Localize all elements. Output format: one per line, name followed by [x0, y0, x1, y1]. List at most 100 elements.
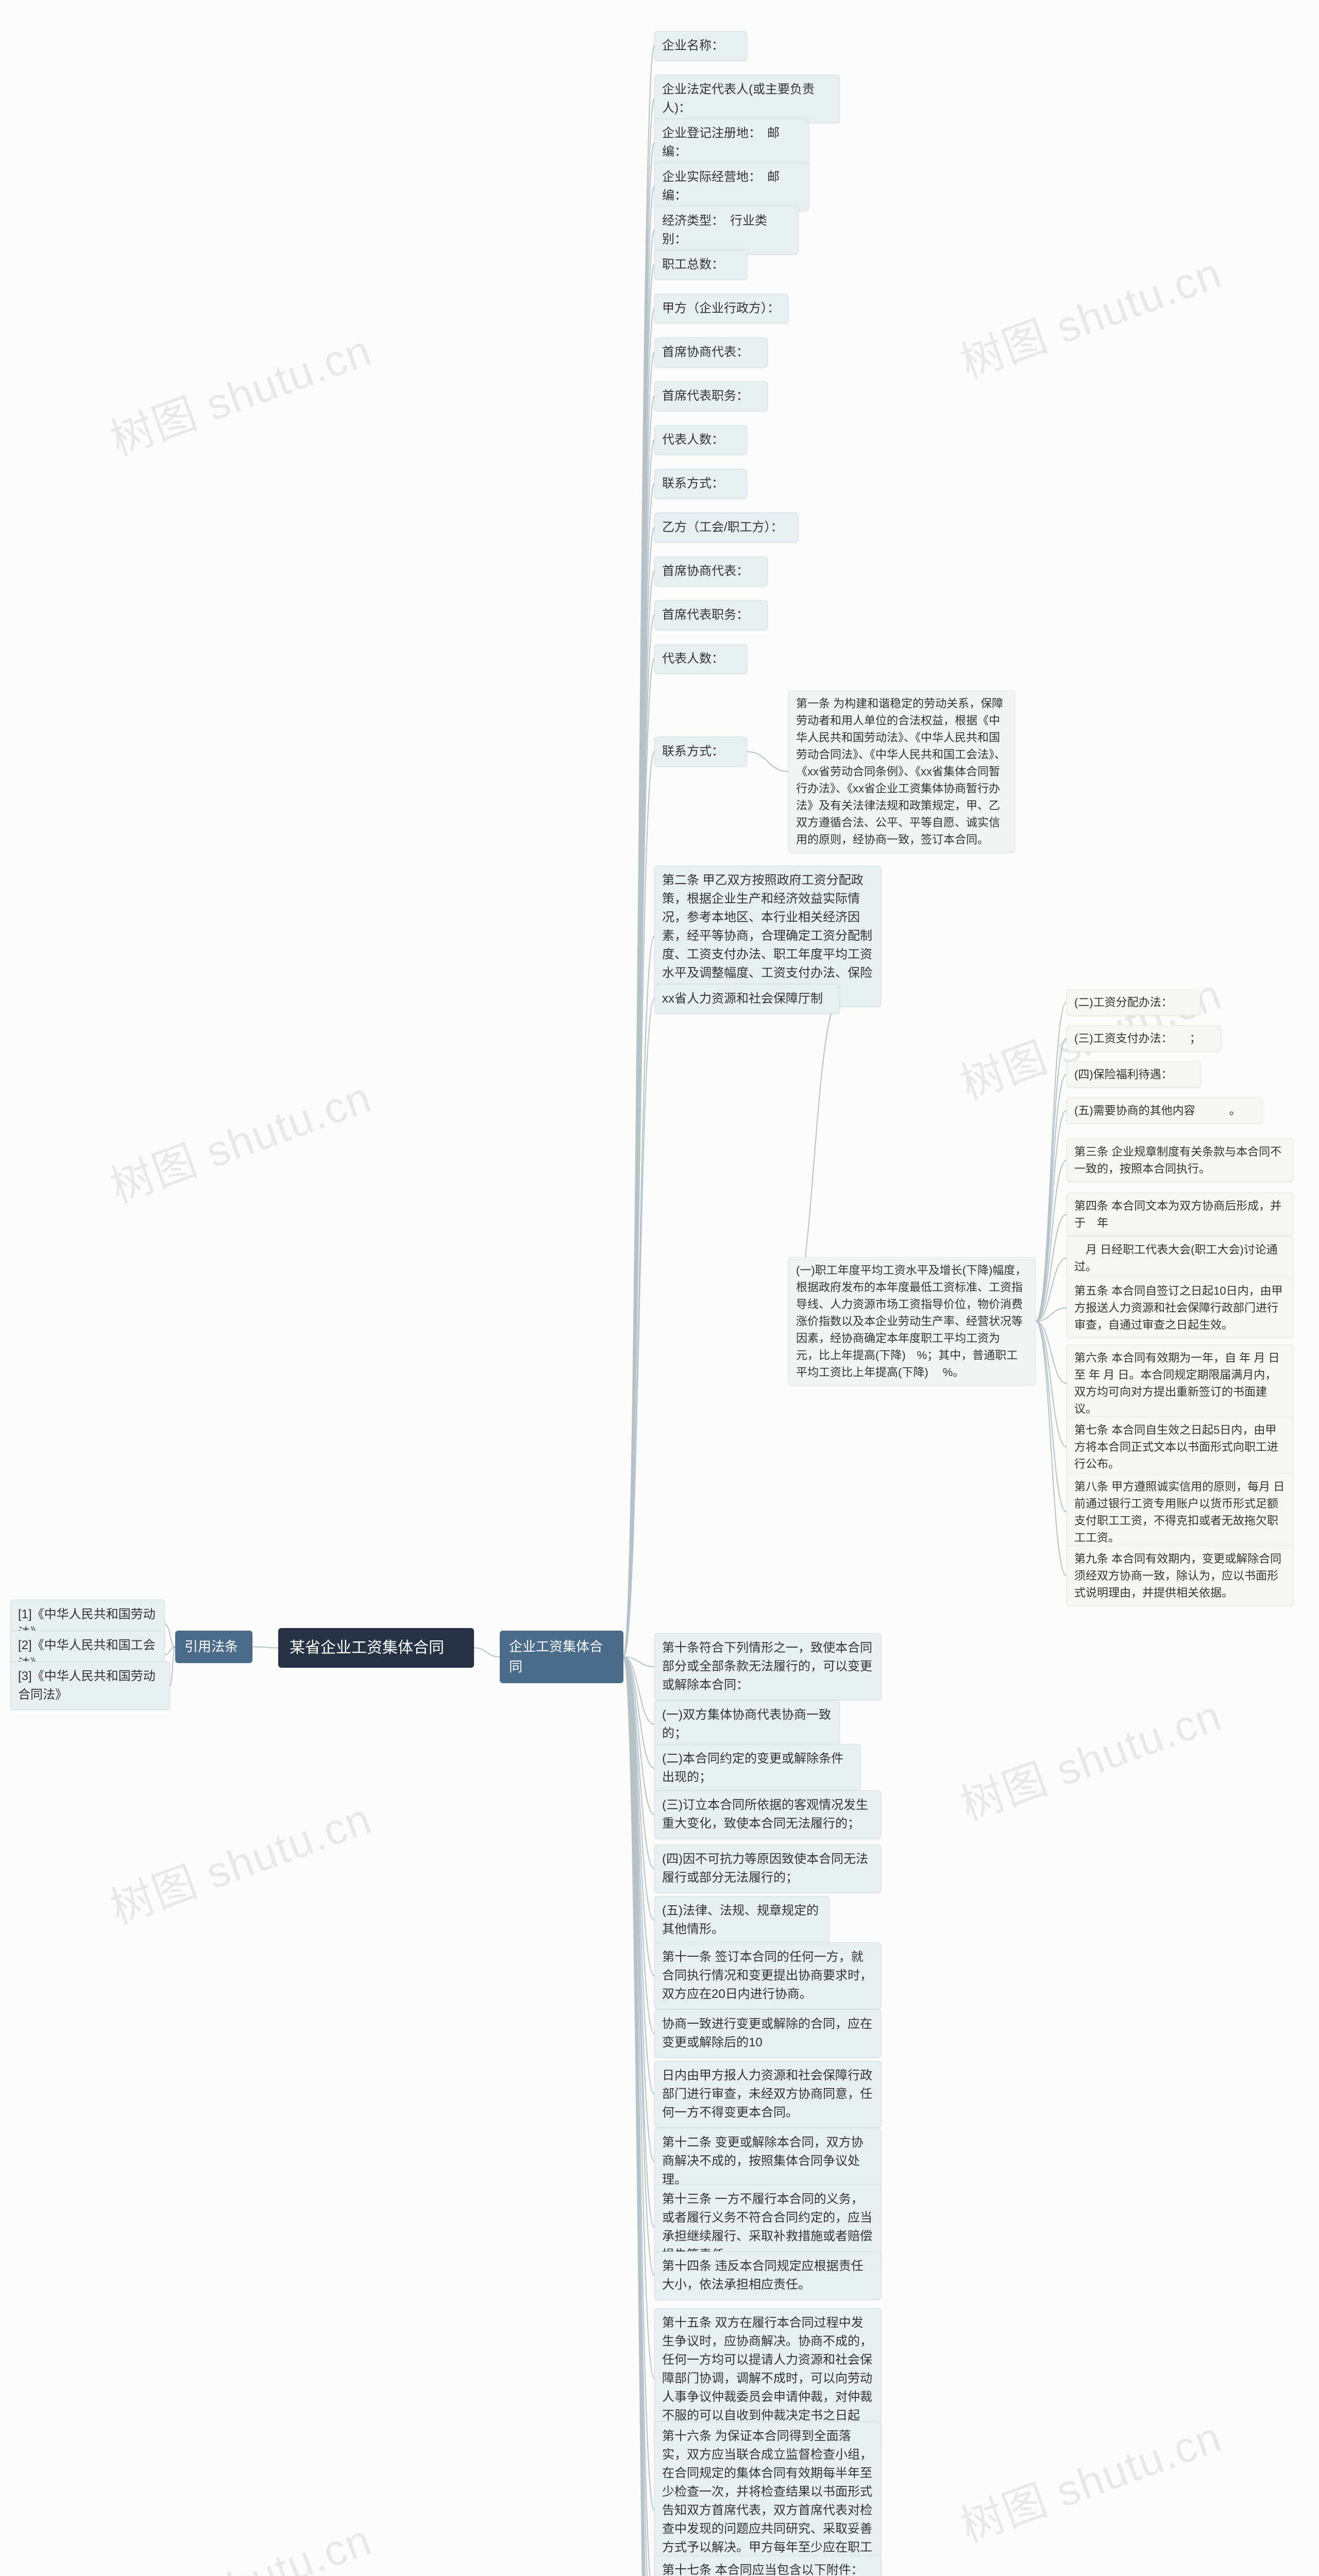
edge-main-m10	[623, 440, 654, 1657]
node-m8[interactable]: 首席协商代表：	[654, 337, 768, 367]
mindmap-canvas: 树图 shutu.cn 树图 shutu.cn 树图 shutu.cn 树图 shut…	[0, 0, 1319, 2576]
node-m11[interactable]: 联系方式：	[654, 469, 747, 499]
node-m18sub[interactable]: (一)职工年度平均工资水平及增长(下降)幅度， 根据政府发布的本年度最低工资标准…	[788, 1257, 1036, 1385]
node-m14[interactable]: 首席代表职务：	[654, 600, 768, 630]
edge-main-m6	[623, 265, 654, 1657]
edge-m16-m16a	[747, 752, 788, 772]
node-m33[interactable]: 第十七条 本合同应当包含以下附件：协商代表名单、协商会议记录、甲乙双方、甲等企业…	[654, 2555, 881, 2576]
edge-root-ref	[252, 1647, 278, 1648]
watermark: 树图 shutu.cn	[100, 316, 379, 468]
node-m10[interactable]: 代表人数：	[654, 425, 747, 455]
edge-main-m11	[623, 484, 654, 1657]
edge-main-m37	[623, 1657, 654, 2576]
edge-ref-ref2	[165, 1647, 175, 1655]
node-ref3[interactable]: [3]《中华人民共和国劳动合同法》	[10, 1662, 170, 1710]
node-m15[interactable]: 代表人数：	[654, 644, 747, 674]
edge-main-m12	[623, 528, 654, 1657]
edge-main-m9	[623, 396, 654, 1657]
edge-main-m26	[623, 1657, 654, 2033]
edge-main-m3	[623, 143, 654, 1657]
edge-main-m8	[623, 352, 654, 1657]
edge-main-m16	[623, 752, 654, 1657]
edge-main-m20	[623, 1657, 654, 1724]
edge-main-m29	[623, 1657, 654, 2227]
node-m32[interactable]: 第十六条 为保证本合同得到全面落实，双方应当联合成立监督检查小组，在合同规定的集…	[654, 2421, 881, 2576]
edge-main-m4	[623, 187, 654, 1657]
edge-main-m25	[623, 1657, 654, 1976]
edge-main-m27	[623, 1657, 654, 2094]
node-m3[interactable]: 企业登记注册地： 邮编：	[654, 118, 809, 167]
edge-m18sub-s2	[1036, 1039, 1067, 1321]
edge-ref-ref3	[170, 1647, 175, 1686]
edge-main-m36	[623, 1657, 654, 2576]
edge-main-m32	[623, 1657, 654, 2511]
edge-main-m35	[623, 1657, 654, 2576]
watermark: 树图 shutu.cn	[951, 1681, 1229, 1833]
node-m24[interactable]: (五)法律、法规、规章规定的其他情形。	[654, 1896, 830, 1944]
node-s3[interactable]: (四)保险福利待遇：	[1067, 1061, 1200, 1088]
edge-main-m33	[623, 1657, 654, 2576]
edge-m18sub-s12	[1036, 1321, 1067, 1576]
edge-root-main	[474, 1648, 500, 1657]
watermark: 树图 shutu.cn	[100, 2505, 379, 2576]
node-s12[interactable]: 第九条 本合同有效期内，变更或解除合同须经双方协商一致，除认为，应以书面形式说明…	[1067, 1546, 1293, 1606]
node-s5[interactable]: 第三条 企业规章制度有关条款与本合同不一致的，按照本合同执行。	[1067, 1139, 1293, 1182]
watermark: 树图 shutu.cn	[951, 2402, 1229, 2554]
edge-m18sub-s5	[1036, 1160, 1067, 1321]
node-s4[interactable]: (五)需要协商的其他内容 。	[1067, 1097, 1262, 1124]
node-m4[interactable]: 企业实际经营地： 邮编：	[654, 162, 809, 211]
node-m13[interactable]: 首席协商代表：	[654, 556, 768, 586]
node-main[interactable]: 企业工资集体合同	[500, 1631, 623, 1683]
node-m6[interactable]: 职工总数：	[654, 250, 747, 280]
node-s8[interactable]: 第五条 本合同自签订之日起10日内，由甲方报送人力资源和社会保障行政部门进行审查…	[1067, 1278, 1293, 1338]
edge-m18sub-s1	[1036, 1003, 1067, 1321]
node-s9[interactable]: 第六条 本合同有效期为一年，自 年 月 日至 年 月 日。本合同规定期限届满月内…	[1067, 1345, 1293, 1422]
edge-main-m19	[623, 1657, 654, 1667]
node-s7[interactable]: 月 日经职工代表大会(职工大会)讨论通过。	[1067, 1236, 1293, 1280]
edge-main-m34	[623, 1657, 654, 2576]
node-m2[interactable]: 企业法定代表人(或主要负责人)：	[654, 75, 840, 123]
edge-m18sub-s10	[1036, 1321, 1067, 1447]
node-m26[interactable]: 协商一致进行变更或解除的合同，应在变更或解除后的10	[654, 2009, 881, 2058]
edge-main-m1	[623, 46, 654, 1657]
node-root[interactable]: 某省企业工资集体合同	[278, 1628, 474, 1668]
edge-main-m39	[623, 1657, 654, 2576]
edge-main-m14	[623, 615, 654, 1657]
edge-main-m22	[623, 1657, 654, 1815]
node-m20[interactable]: (一)双方集体协商代表协商一致的；	[654, 1700, 840, 1749]
edge-m18sub-s11	[1036, 1321, 1067, 1513]
edge-m18sub-s3	[1036, 1075, 1067, 1321]
edge-main-m38	[623, 1657, 654, 2576]
edge-main-m31	[623, 1657, 654, 2379]
node-s11[interactable]: 第八条 甲方遵照诚实信用的原则，每月 日前通过银行工资专用账户以货币形式足额支付…	[1067, 1473, 1293, 1551]
node-m30[interactable]: 第十四条 违反本合同规定应根据责任大小，依法承担相应责任。	[654, 2251, 881, 2300]
node-m22[interactable]: (三)订立本合同所依据的客观情况发生重大变化，致使本合同无法履行的；	[654, 1790, 881, 1839]
edge-m18sub-s4	[1036, 1111, 1067, 1321]
node-m12[interactable]: 乙方（工会/职工方）：	[654, 513, 799, 543]
node-s2[interactable]: (三)工资支付办法： ；	[1067, 1025, 1221, 1052]
node-m7[interactable]: 甲方（企业行政方）：	[654, 294, 788, 324]
node-m23[interactable]: (四)因不可抗力等原因致使本合同无法履行或部分无法履行的；	[654, 1844, 881, 1893]
node-m16[interactable]: 联系方式：	[654, 737, 747, 767]
edge-main-m15	[623, 659, 654, 1657]
node-m21[interactable]: (二)本合同约定的变更或解除条件出现的；	[654, 1744, 860, 1792]
node-m27[interactable]: 日内由甲方报人力资源和社会保障行政部门进行审查，未经双方协商同意，任何一方不得变…	[654, 2061, 881, 2128]
edge-main-m28	[623, 1657, 654, 2161]
node-m16a[interactable]: 第一条 为构建和谐稳定的劳动关系，保障劳动者和用人单位的合法权益，根据《中华人民…	[788, 690, 1015, 853]
node-m18[interactable]: xx省人力资源和社会保障厅制	[654, 984, 840, 1014]
edge-main-m24	[623, 1657, 654, 1920]
edge-m18sub-s7	[1036, 1258, 1067, 1321]
watermark: 树图 shutu.cn	[100, 1784, 379, 1936]
node-m1[interactable]: 企业名称：	[654, 31, 747, 61]
node-s10[interactable]: 第七条 本合同自生效之日起5日内，由甲方将本合同正式文本以书面形式向职工进行公布…	[1067, 1417, 1293, 1477]
node-m9[interactable]: 首席代表职务：	[654, 381, 768, 411]
node-ref[interactable]: 引用法条	[175, 1631, 252, 1663]
node-s1[interactable]: (二)工资分配办法：	[1067, 989, 1200, 1015]
node-s6[interactable]: 第四条 本合同文本为双方协商后形成，并于 年	[1067, 1193, 1293, 1236]
edge-main-m13	[623, 571, 654, 1657]
node-m25[interactable]: 第十一条 签订本合同的任何一方，就合同执行情况和变更提出协商要求时，双方应在20…	[654, 1942, 881, 2009]
edge-m18sub-s9	[1036, 1321, 1067, 1384]
node-m5[interactable]: 经济类型： 行业类别：	[654, 206, 799, 255]
node-m19[interactable]: 第十条符合下列情形之一，致使本合同部分或全部条款无法履行的，可以变更或解除本合同…	[654, 1633, 881, 1700]
edge-main-m21	[623, 1657, 654, 1768]
